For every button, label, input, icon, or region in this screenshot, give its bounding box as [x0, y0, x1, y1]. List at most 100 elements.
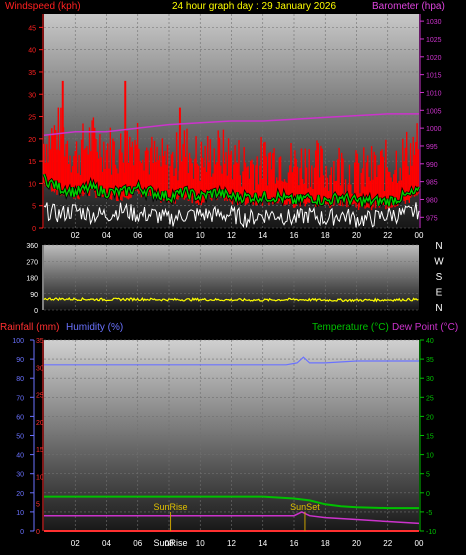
humidity-tick-label: 0: [36, 529, 40, 536]
rainfall-tick-label: 10: [16, 510, 24, 517]
graph-date-title: 24 hour graph day : 29 January 2026: [172, 1, 336, 12]
wind-x-tick-label: 04: [102, 231, 111, 240]
humidity-tick-label: 5: [36, 502, 40, 509]
temperature-axis-title: Temperature (°C): [312, 322, 389, 333]
dewpoint-line: [44, 511, 420, 525]
temperature-tick-label: 35: [426, 357, 434, 364]
sunset-label: SunSet: [290, 502, 320, 512]
direction-tick-label: 270: [26, 259, 38, 266]
temperature-tick-label: 25: [426, 395, 434, 402]
wind-low-trace: [43, 202, 420, 229]
temperature-tick-label: 0: [426, 491, 430, 498]
wind-x-tick-label: 20: [352, 231, 361, 240]
windspeed-tick-label: 10: [28, 181, 36, 188]
barometer-line: [43, 113, 419, 137]
temperature-tick-label: 5: [426, 472, 430, 479]
sunrise-label: SunRise: [154, 502, 188, 512]
compass-label: N: [435, 303, 442, 314]
rainfall-tick-label: 40: [16, 453, 24, 460]
barometer-tick-label: 1000: [426, 126, 442, 133]
barometer-tick-label: 1020: [426, 55, 442, 62]
wind-series: [42, 80, 421, 229]
rainfall-ticks: 0 10 20 30 40 50 60 70 80 90 100: [12, 338, 34, 536]
direction-tick-label: 360: [26, 243, 38, 250]
rainfall-tick-label: 70: [16, 395, 24, 402]
temperature-tick-label: -5: [426, 510, 432, 517]
barometer-tick-label: 1025: [426, 37, 442, 44]
wind-x-ticks: 02 04 06 08 10 12 14 16 18 20 22 00: [71, 231, 424, 240]
compass-label: S: [436, 272, 443, 283]
direction-degree-ticks: 0 90 180 270 360: [26, 243, 38, 315]
wind-x-tick-label: 12: [227, 231, 236, 240]
barometer-tick-label: 995: [426, 144, 438, 151]
windspeed-axis-title: Windspeed (kph): [5, 1, 81, 12]
rainfall-tick-label: 0: [20, 529, 24, 536]
barometer-tick-label: 1010: [426, 90, 442, 97]
temperature-ticks: -10 -5 0 5 10 15 20 25 30 35 40: [420, 338, 436, 536]
wind-x-tick-label: 16: [290, 231, 299, 240]
temperature-x-tick-label: 16: [290, 539, 299, 548]
barometer-tick-label: 1015: [426, 73, 442, 80]
windspeed-tick-label: 45: [28, 25, 36, 32]
temperature-x-tick-label: 08: [165, 539, 174, 548]
direction-tick-label: 90: [30, 292, 38, 299]
temperature-x-tick-label: 20: [352, 539, 361, 548]
humidity-axis-title: Humidity (%): [66, 322, 123, 333]
humidity-ticks: 0 5 10 15 20 25 30 35: [36, 338, 44, 536]
humidity-tick-label: 30: [36, 365, 44, 372]
direction-series: [43, 296, 419, 303]
humidity-tick-label: 15: [36, 447, 44, 454]
temperature-x-tick-label: 12: [227, 539, 236, 548]
compass-label: N: [435, 241, 442, 252]
barometer-tick-label: 980: [426, 197, 438, 204]
windspeed-tick-label: 5: [32, 204, 36, 211]
barometer-axis-title: Barometer (hpa): [372, 1, 445, 12]
rainfall-tick-label: 60: [16, 414, 24, 421]
windspeed-tick-label: 25: [28, 115, 36, 122]
rainfall-axis-title: Rainfall (mm): [0, 322, 59, 333]
rainfall-tick-label: 100: [12, 338, 24, 345]
wind-x-tick-label: 02: [71, 231, 80, 240]
temperature-x-tick-label: 18: [321, 539, 330, 548]
temperature-x-tick-label: 04: [102, 539, 111, 548]
windspeed-tick-label: 40: [28, 48, 36, 55]
direction-line: [43, 296, 419, 303]
barometer-tick-label: 975: [426, 215, 438, 222]
temperature-x-tick-label: 22: [383, 539, 392, 548]
windspeed-tick-label: 30: [28, 92, 36, 99]
rainfall-tick-label: 90: [16, 357, 24, 364]
temperature-x-tick-label: 00: [415, 539, 424, 548]
windspeed-tick-label: 35: [28, 70, 36, 77]
wind-x-tick-label: 14: [258, 231, 267, 240]
temperature-tick-label: 40: [426, 338, 434, 345]
humidity-line: [44, 356, 419, 366]
temperature-series: [44, 356, 420, 532]
temperature-x-tick-label: 10: [196, 539, 205, 548]
rainfall-tick-label: 30: [16, 472, 24, 479]
temperature-tick-label: 30: [426, 376, 434, 383]
wind-x-tick-label: 18: [321, 231, 330, 240]
windspeed-ticks: 0 5 10 15 20 25 30 35 40 45: [28, 25, 43, 233]
temperature-tick-label: 20: [426, 414, 434, 421]
windspeed-tick-label: 20: [28, 137, 36, 144]
humidity-tick-label: 20: [36, 420, 44, 427]
rainfall-tick-label: 80: [16, 376, 24, 383]
rainfall-tick-label: 50: [16, 434, 24, 441]
wind-x-tick-label: 06: [133, 231, 142, 240]
direction-tick-label: 0: [34, 308, 38, 315]
temperature-x-tick-label: 02: [71, 539, 80, 548]
windspeed-tick-label: 0: [32, 226, 36, 233]
wind-x-tick-label: 10: [196, 231, 205, 240]
compass-label: W: [434, 257, 444, 268]
barometer-tick-label: 1005: [426, 108, 442, 115]
humidity-tick-label: 25: [36, 393, 44, 400]
barometer-tick-label: 1030: [426, 19, 442, 26]
barometer-tick-label: 985: [426, 180, 438, 187]
direction-tick-label: 180: [26, 276, 38, 283]
temperature-line: [44, 495, 419, 510]
average-wind-line: [43, 173, 420, 207]
barometer-ticks: 975 980 985 990 995 1000 1005 1010 1015 1020 1025 1…: [420, 19, 442, 222]
temperature-tick-label: -10: [426, 529, 436, 536]
